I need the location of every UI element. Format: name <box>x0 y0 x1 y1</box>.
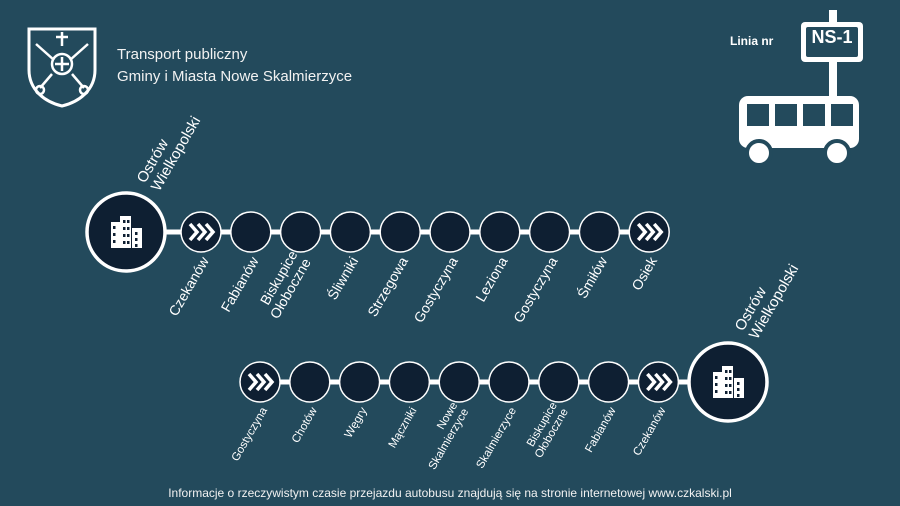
top-stop-node <box>528 211 571 253</box>
top-stop <box>379 211 421 253</box>
bottom-stop <box>438 361 480 403</box>
top-stop-node <box>628 211 670 253</box>
top-stop <box>628 211 670 253</box>
header-title-line2: Gminy i Miasta Nowe Skalmierzyce <box>117 68 353 85</box>
bottom-stop <box>637 361 680 403</box>
footer-info: Informacje o rzeczywistym czasie przejaz… <box>168 486 732 500</box>
top-stop-node <box>578 211 621 253</box>
top-terminal-city <box>85 191 167 273</box>
bottom-stop-label: NoweSkalmierzyce <box>416 400 472 472</box>
bottom-stop-label: Gostyczyna <box>230 405 271 464</box>
bottom-stop <box>338 361 381 403</box>
bottom-stop-node <box>438 361 480 403</box>
top-stop-label: Gostyczyna <box>410 254 461 326</box>
bottom-stop-label: Węgry <box>343 405 370 440</box>
top-stop-label: Czekanów <box>165 253 212 318</box>
top-stop-label: Śliwniki <box>323 253 361 302</box>
top-stop-label: Osiek <box>628 253 660 293</box>
header-title-line1: Transport publiczny <box>117 46 248 63</box>
top-terminal-label: OstrówWielkopolski <box>134 105 205 194</box>
bottom-stop <box>538 361 580 403</box>
bottom-terminal-label: OstrówWielkopolski <box>732 253 803 342</box>
top-stop <box>429 211 471 253</box>
bottom-stop-label: Czekanów <box>631 405 669 458</box>
bottom-stop <box>239 361 281 403</box>
top-stop-label: Gostyczyna <box>510 254 561 326</box>
bottom-stop-label: BiskupiceOłoboczne <box>522 400 571 460</box>
top-stop-label: Leziona <box>472 254 510 305</box>
top-stop-node <box>379 211 421 253</box>
line-number: NS-1 <box>811 27 853 47</box>
coat-of-arms-logo <box>27 27 97 108</box>
top-stop-label: BiskupiceOłoboczne <box>253 247 314 321</box>
top-stop <box>329 211 372 253</box>
bottom-route <box>239 341 769 423</box>
bottom-stop-label: Fabianów <box>583 405 619 455</box>
bottom-stop-label: Mączniki <box>387 406 420 451</box>
top-stop-node <box>180 211 222 253</box>
top-stop-node <box>279 211 322 253</box>
top-stop <box>180 211 222 253</box>
top-stop-node <box>429 211 471 253</box>
bottom-stop-node <box>239 361 281 403</box>
top-stop-node <box>479 211 521 253</box>
top-stop-node <box>329 211 372 253</box>
line-label: Linia nr <box>730 34 774 48</box>
top-stop-label: Śmiłów <box>573 253 611 301</box>
bottom-stop <box>488 361 530 403</box>
top-stop <box>528 211 571 253</box>
bottom-stop-node <box>289 361 331 403</box>
top-stop-node <box>230 211 272 253</box>
top-stop <box>479 211 521 253</box>
bus-stop-sign-icon <box>739 10 863 167</box>
bottom-stop-node <box>538 361 580 403</box>
bottom-stop-label: Chotów <box>290 405 320 445</box>
bottom-stop-node <box>587 361 630 403</box>
bottom-stop-node <box>488 361 530 403</box>
bottom-stop-label: Skalmierzyce <box>474 406 519 471</box>
top-stop <box>230 211 272 253</box>
top-stop <box>279 211 322 253</box>
top-stop-label: Strzegowa <box>364 254 411 319</box>
bottom-stop-node <box>338 361 381 403</box>
bottom-terminal-city <box>687 341 769 423</box>
top-stop <box>578 211 621 253</box>
bottom-stop <box>587 361 630 403</box>
bottom-stop <box>388 361 431 403</box>
top-route <box>85 191 670 273</box>
bottom-stop <box>289 361 331 403</box>
top-stop-label: Fabianów <box>217 253 262 314</box>
bottom-stop-node <box>637 361 680 403</box>
bottom-stop-node <box>388 361 431 403</box>
